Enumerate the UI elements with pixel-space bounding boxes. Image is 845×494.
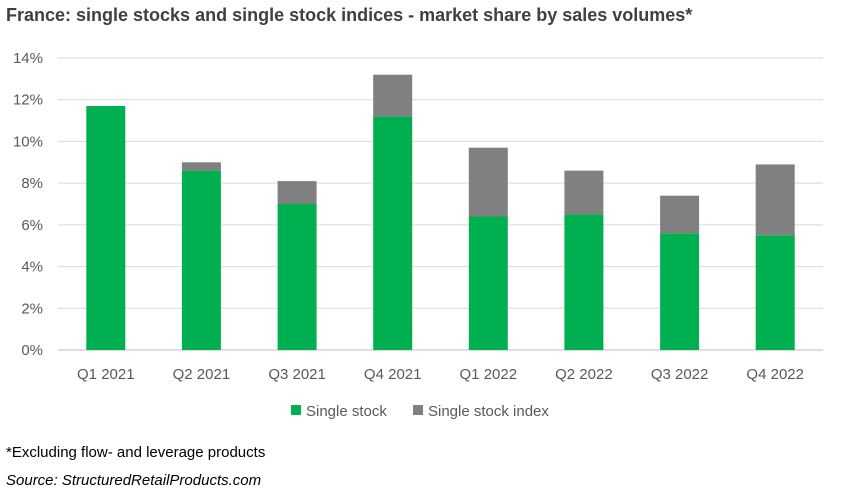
y-tick-label: 2% [21, 300, 43, 317]
bar-single-stock [373, 116, 413, 351]
bar-single-stock [564, 214, 604, 350]
legend-swatch-single-stock [291, 405, 301, 415]
y-tick-label: 14% [13, 50, 43, 67]
bar-single-stock-index [181, 162, 221, 171]
gridlines [58, 57, 823, 351]
y-tick-label: 4% [21, 259, 43, 276]
bar-single-stock [181, 170, 221, 350]
legend-label-single-stock: Single stock [306, 403, 387, 420]
bar-single-stock-index [468, 147, 508, 217]
bar-single-stock-index [564, 170, 604, 215]
bar-single-stock [468, 216, 508, 350]
y-tick-label: 0% [21, 342, 43, 359]
bar-single-stock-index [373, 74, 413, 117]
stacked-bar-chart: 0% 2% 4% 6% 8% 10% 12% 14% Q1 2021 Q2 2021 Q3 202… [13, 50, 823, 420]
x-tick-label: Q3 2022 [651, 366, 709, 383]
y-tick-label: 8% [21, 175, 43, 192]
x-tick-label: Q2 2022 [555, 366, 613, 383]
y-axis-ticks: 0% 2% 4% 6% 8% 10% 12% 14% [13, 50, 43, 359]
bar-single-stock [660, 233, 700, 350]
bar-single-stock [755, 235, 795, 350]
legend-swatch-single-stock-index [413, 405, 423, 415]
bar-single-stock-index [277, 181, 317, 204]
x-tick-label: Q3 2021 [268, 366, 326, 383]
y-tick-label: 10% [13, 133, 43, 150]
legend: Single stock Single stock index [291, 403, 549, 420]
bar-single-stock-index [660, 195, 700, 234]
x-tick-label: Q1 2021 [77, 366, 135, 383]
x-tick-label: Q2 2021 [173, 366, 231, 383]
y-tick-label: 6% [21, 217, 43, 234]
bar-single-stock [277, 204, 317, 350]
x-tick-label: Q1 2022 [460, 366, 518, 383]
bar-single-stock [86, 106, 126, 350]
chart-title: France: single stocks and single stock i… [6, 5, 693, 25]
bar-single-stock-index [755, 164, 795, 236]
bars [86, 74, 795, 351]
footnote: *Excluding flow- and leverage products [6, 444, 266, 461]
legend-label-single-stock-index: Single stock index [428, 403, 549, 420]
x-tick-label: Q4 2022 [746, 366, 804, 383]
x-axis-ticks: Q1 2021 Q2 2021 Q3 2021 Q4 2021 Q1 2022 Q2 20… [77, 366, 804, 383]
y-tick-label: 12% [13, 92, 43, 109]
x-tick-label: Q4 2021 [364, 366, 422, 383]
source-note: Source: StructuredRetailProducts.com [6, 472, 262, 489]
